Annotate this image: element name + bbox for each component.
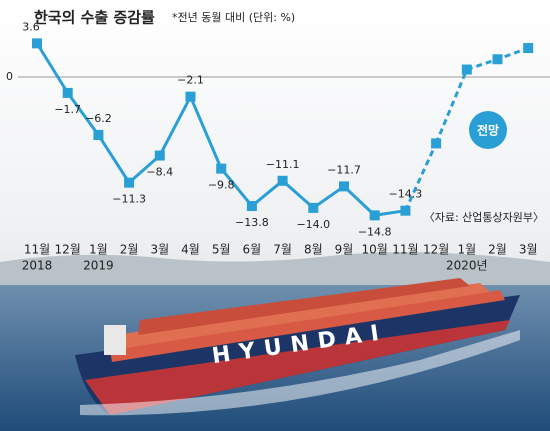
marker bbox=[216, 163, 227, 174]
x-tick-label: 2월 bbox=[120, 243, 139, 257]
marker bbox=[62, 87, 73, 98]
chart-title: 한국의 수출 증감률 bbox=[34, 9, 155, 27]
x-tick-label: 5월 bbox=[212, 243, 231, 257]
x-tick-label: 1월 bbox=[89, 243, 108, 257]
marker bbox=[154, 150, 165, 161]
year-label: 2019 bbox=[83, 259, 114, 273]
marker bbox=[339, 181, 349, 192]
y-tick-label: 0 bbox=[6, 70, 13, 83]
x-tick-label: 12월 bbox=[423, 243, 449, 257]
shore bbox=[0, 252, 550, 290]
value-label: −14.0 bbox=[296, 218, 330, 231]
x-tick-label: 9월 bbox=[335, 243, 354, 257]
value-label: −6.2 bbox=[85, 112, 112, 125]
marker bbox=[523, 43, 534, 54]
x-tick-label: 11월 bbox=[24, 243, 50, 257]
ship: HYUNDAI bbox=[75, 278, 520, 416]
marker bbox=[461, 64, 472, 75]
marker bbox=[124, 177, 135, 188]
connector bbox=[404, 142, 438, 212]
marker bbox=[32, 38, 42, 49]
value-label: −1.7 bbox=[54, 103, 81, 116]
marker bbox=[185, 91, 196, 102]
value-label: 3.6 bbox=[22, 20, 40, 33]
x-tick-label: 4월 bbox=[181, 243, 200, 257]
x-tick-label: 1월 bbox=[457, 243, 476, 257]
value-label: −13.8 bbox=[235, 216, 269, 229]
value-label: −11.1 bbox=[266, 158, 300, 171]
x-tick-label: 12월 bbox=[55, 243, 81, 257]
marker bbox=[400, 205, 411, 216]
x-tick-label: 6월 bbox=[243, 243, 262, 257]
value-label: −11.3 bbox=[112, 193, 146, 206]
legend-badge bbox=[469, 111, 507, 149]
value-label: −14.8 bbox=[358, 225, 392, 238]
legend-label: 전망 bbox=[477, 123, 499, 138]
value-label: −2.1 bbox=[177, 74, 204, 87]
marker bbox=[369, 210, 380, 221]
marker bbox=[246, 201, 257, 212]
year-label: 2018 bbox=[22, 259, 53, 273]
year-label: 2020년 bbox=[446, 259, 488, 273]
x-tick-label: 10월 bbox=[362, 243, 388, 257]
marker bbox=[93, 129, 104, 140]
value-label: −9.8 bbox=[208, 179, 235, 192]
value-label: −11.7 bbox=[327, 163, 361, 176]
source: 〈자료: 산업통상자원부〉 bbox=[424, 211, 544, 224]
x-tick-label: 3월 bbox=[519, 243, 538, 257]
marker bbox=[277, 175, 288, 186]
x-tick-label: 11월 bbox=[392, 243, 418, 257]
value-label: −8.4 bbox=[146, 166, 173, 179]
marker bbox=[492, 54, 503, 65]
x-tick-label: 3월 bbox=[150, 243, 169, 257]
subtitle: *전년 동월 대비 (단위: %) bbox=[172, 11, 295, 24]
x-tick-label: 7월 bbox=[273, 243, 292, 257]
x-tick-label: 8월 bbox=[304, 243, 323, 257]
x-tick-label: 2월 bbox=[488, 243, 507, 257]
marker bbox=[431, 138, 442, 149]
value-label: −14.3 bbox=[389, 188, 423, 201]
marker bbox=[308, 202, 319, 213]
